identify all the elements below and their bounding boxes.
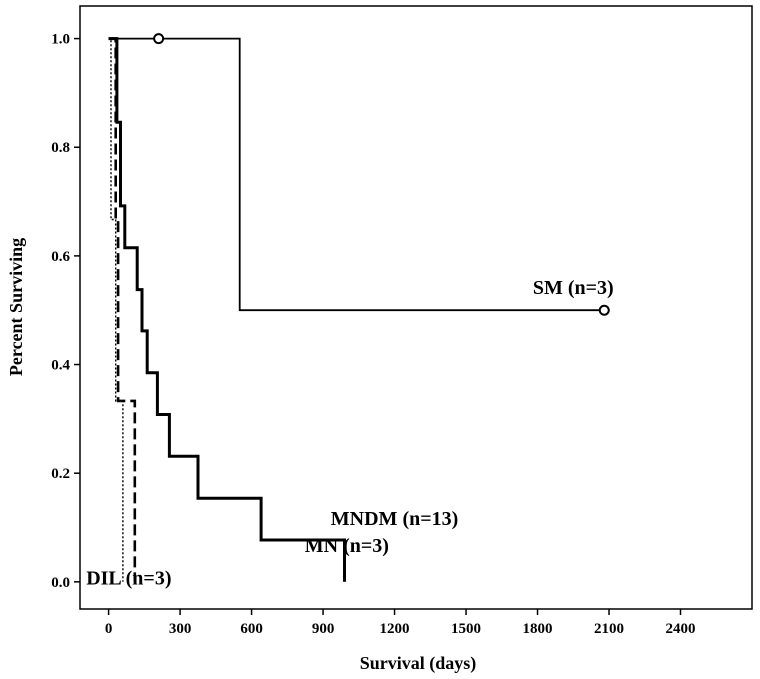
y-axis-title: Percent Surviving	[6, 238, 26, 376]
y-tick-label: 0.0	[51, 575, 70, 591]
curve-labels: SM (n=3) MNDM (n=13) MN (n=3) DIL (n=3)	[86, 277, 614, 590]
x-tick-label: 2400	[666, 621, 696, 637]
y-tick-label: 0.6	[51, 249, 70, 265]
x-tick-label: 300	[169, 621, 192, 637]
x-axis-ticks: 0 300 600 900 1200 1500 1800 2100 2400	[105, 609, 696, 637]
curve-sm	[108, 37, 605, 312]
y-tick-label: 0.4	[51, 358, 70, 374]
curve-label-sm: SM (n=3)	[533, 277, 614, 299]
x-tick-label: 1800	[523, 621, 553, 637]
curve-label-mndm: MNDM (n=13)	[331, 508, 458, 530]
x-tick-label: 1500	[451, 621, 481, 637]
x-tick-label: 900	[312, 621, 335, 637]
curve-label-dil: DIL (n=3)	[86, 568, 171, 590]
y-tick-label: 0.2	[51, 466, 70, 482]
x-tick-label: 0	[105, 621, 113, 637]
censor-mark-sm	[598, 304, 610, 316]
curve-mndm	[108, 37, 346, 582]
y-tick-label: 1.0	[51, 32, 70, 48]
curve-mn	[108, 37, 137, 582]
censor-mark-sm	[153, 33, 165, 45]
x-tick-label: 600	[240, 621, 263, 637]
censor-marks	[153, 33, 610, 316]
y-axis-ticks: 0.0 0.2 0.4 0.6 0.8 1.0	[51, 32, 80, 591]
x-axis-title: Survival (days)	[360, 653, 477, 674]
x-tick-label: 1200	[380, 621, 410, 637]
x-tick-label: 2100	[594, 621, 624, 637]
y-tick-label: 0.8	[51, 140, 70, 156]
survival-curves	[108, 37, 605, 582]
plot-frame	[79, 5, 753, 610]
curve-dil	[108, 37, 124, 582]
curve-label-mn: MN (n=3)	[305, 535, 389, 557]
